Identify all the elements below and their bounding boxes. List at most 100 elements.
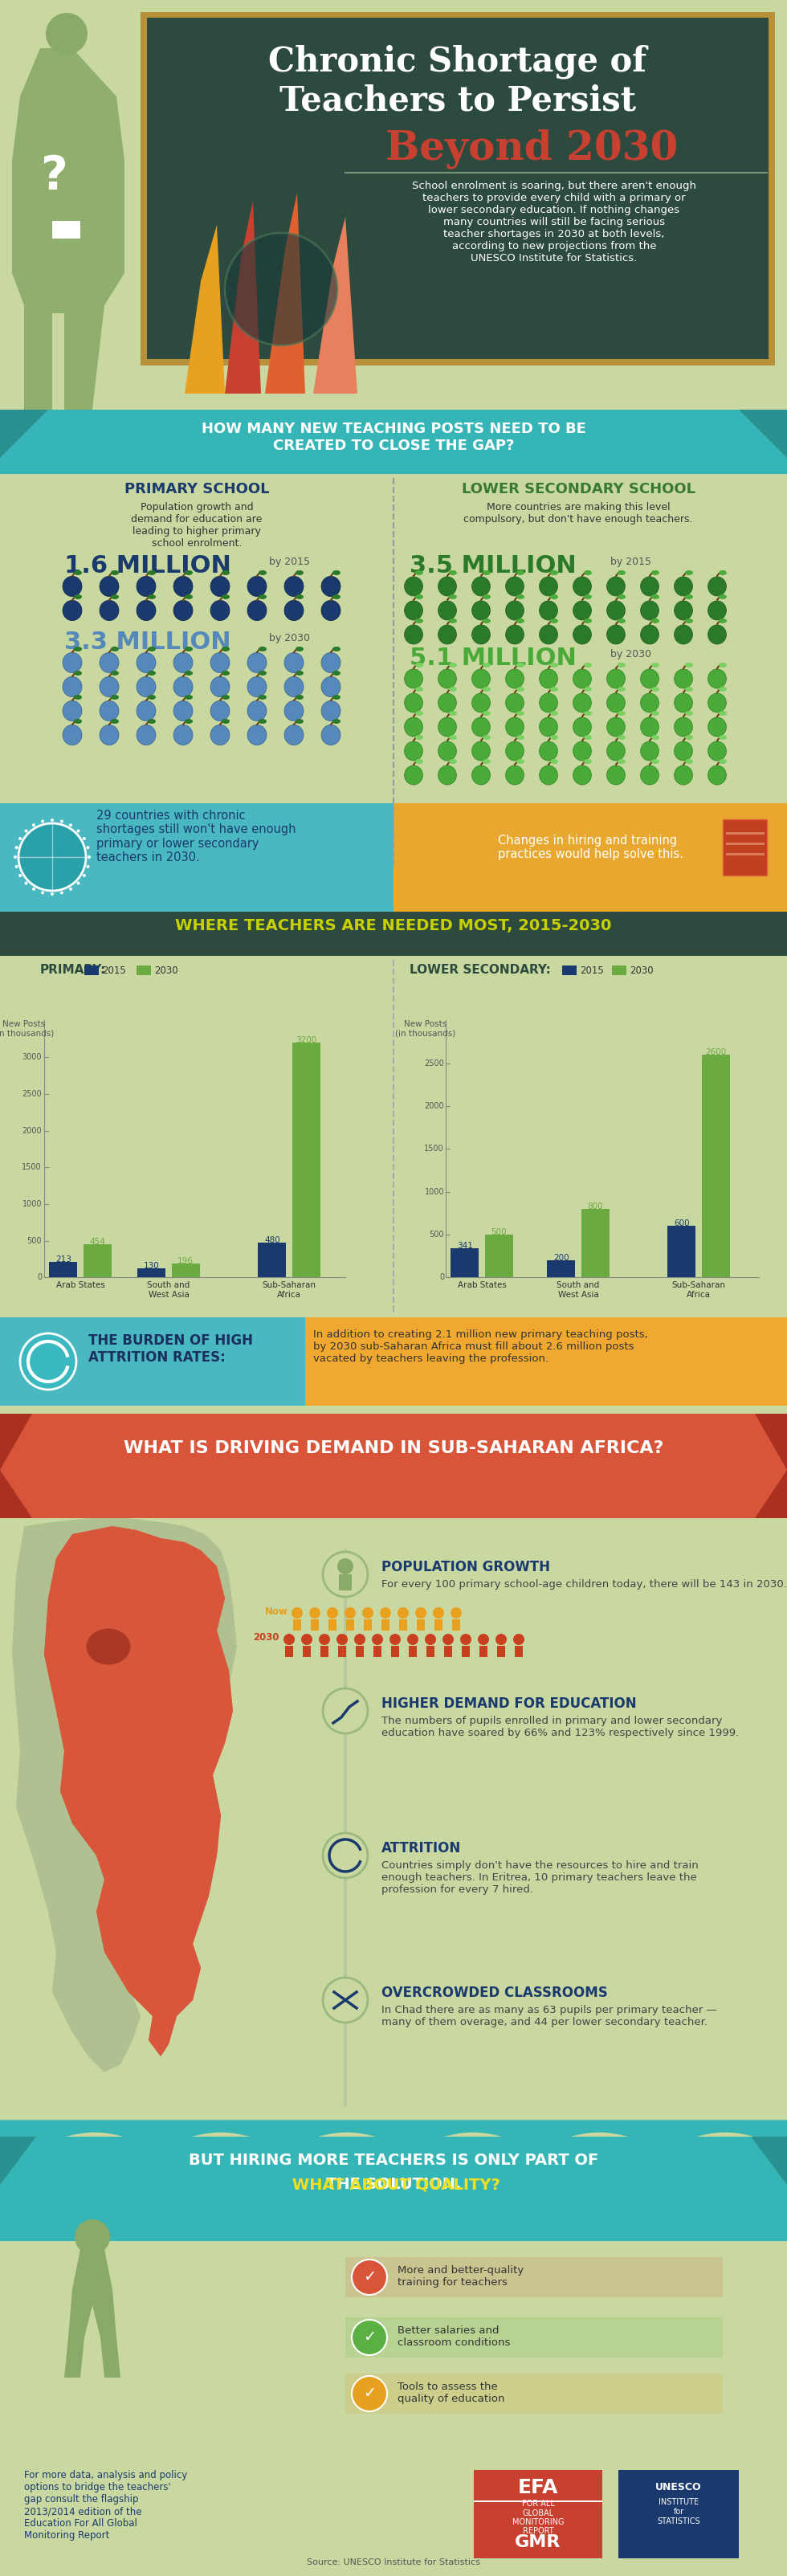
Circle shape — [390, 1633, 401, 1646]
Text: South and
West Asia: South and West Asia — [147, 1280, 190, 1298]
Ellipse shape — [685, 760, 693, 765]
Text: 196: 196 — [178, 1257, 194, 1265]
Ellipse shape — [416, 662, 423, 667]
Circle shape — [371, 1633, 383, 1646]
Text: HIGHER DEMAND FOR EDUCATION: HIGHER DEMAND FOR EDUCATION — [382, 1698, 637, 1710]
Ellipse shape — [685, 711, 693, 716]
Ellipse shape — [539, 693, 558, 714]
Ellipse shape — [641, 742, 659, 760]
Bar — [515, 1646, 523, 1656]
Ellipse shape — [505, 742, 524, 760]
Circle shape — [319, 1633, 330, 1646]
Bar — [497, 1646, 505, 1656]
Text: by 2015: by 2015 — [269, 556, 310, 567]
Ellipse shape — [284, 724, 304, 744]
Text: REPORT: REPORT — [523, 2527, 553, 2535]
Circle shape — [460, 1633, 471, 1646]
Bar — [0, 956, 787, 1301]
Ellipse shape — [259, 569, 267, 574]
Bar — [320, 1646, 328, 1656]
Bar — [293, 1620, 301, 1631]
Bar — [0, 2458, 787, 2576]
Ellipse shape — [247, 652, 267, 672]
Ellipse shape — [74, 569, 82, 574]
Ellipse shape — [674, 742, 693, 760]
Bar — [292, 1043, 320, 1278]
Ellipse shape — [111, 696, 119, 701]
Circle shape — [513, 1633, 524, 1646]
Bar — [311, 1620, 319, 1631]
Circle shape — [24, 881, 28, 884]
Text: More countries are making this level
compulsory, but don't have enough teachers.: More countries are making this level com… — [464, 502, 693, 526]
Ellipse shape — [100, 600, 119, 621]
Text: 200: 200 — [553, 1255, 569, 1262]
Ellipse shape — [573, 600, 591, 621]
Bar — [338, 1646, 346, 1656]
Bar — [303, 1646, 311, 1656]
Text: 800: 800 — [587, 1203, 603, 1211]
Ellipse shape — [222, 719, 230, 724]
Ellipse shape — [719, 760, 726, 765]
Bar — [427, 1646, 434, 1656]
Text: Sub-Saharan
Africa: Sub-Saharan Africa — [262, 1280, 316, 1298]
Text: 600: 600 — [674, 1218, 689, 1226]
Bar — [305, 1316, 787, 1406]
Ellipse shape — [416, 569, 423, 574]
Text: For every 100 primary school-age children today, there will be 143 in 2030.: For every 100 primary school-age childre… — [382, 1579, 787, 1589]
Polygon shape — [44, 1525, 233, 2056]
Circle shape — [69, 889, 72, 891]
Bar — [356, 1646, 364, 1656]
Ellipse shape — [332, 569, 341, 574]
Text: School enrolment is soaring, but there aren't enough
teachers to provide every c: School enrolment is soaring, but there a… — [412, 180, 696, 263]
Ellipse shape — [472, 765, 490, 786]
Circle shape — [496, 1633, 507, 1646]
Text: 2015: 2015 — [102, 966, 126, 976]
Text: MONITORING: MONITORING — [512, 2519, 564, 2527]
Ellipse shape — [416, 734, 423, 739]
Polygon shape — [265, 193, 305, 394]
Ellipse shape — [247, 577, 267, 598]
Ellipse shape — [405, 670, 423, 688]
Ellipse shape — [148, 569, 156, 574]
Circle shape — [83, 837, 86, 840]
Circle shape — [41, 891, 44, 894]
Circle shape — [291, 1607, 303, 1618]
Text: 341: 341 — [457, 1242, 473, 1249]
Text: 1000: 1000 — [424, 1188, 444, 1195]
Bar — [394, 804, 787, 912]
Circle shape — [60, 891, 64, 894]
Text: OVERCROWDED CLASSROOMS: OVERCROWDED CLASSROOMS — [382, 1986, 608, 1999]
Ellipse shape — [63, 577, 82, 598]
Ellipse shape — [652, 569, 660, 574]
Ellipse shape — [641, 626, 659, 644]
Ellipse shape — [173, 677, 193, 698]
Ellipse shape — [505, 716, 524, 737]
Text: by 2030: by 2030 — [269, 634, 310, 644]
Ellipse shape — [482, 711, 490, 716]
Ellipse shape — [708, 716, 726, 737]
Polygon shape — [12, 49, 124, 410]
Ellipse shape — [438, 765, 456, 786]
Polygon shape — [12, 1517, 237, 2071]
Text: 29 countries with chronic
shortages still won't have enough
primary or lower sec: 29 countries with chronic shortages stil… — [96, 809, 296, 863]
Ellipse shape — [618, 711, 626, 716]
Ellipse shape — [652, 595, 660, 600]
Circle shape — [15, 845, 18, 850]
Bar — [391, 1646, 399, 1656]
Ellipse shape — [652, 734, 660, 739]
Ellipse shape — [222, 647, 230, 652]
Ellipse shape — [416, 595, 423, 600]
Ellipse shape — [210, 724, 230, 744]
Bar — [399, 1620, 407, 1631]
Circle shape — [323, 1687, 368, 1734]
Text: PRIMARY SCHOOL: PRIMARY SCHOOL — [124, 482, 269, 497]
Ellipse shape — [148, 696, 156, 701]
Ellipse shape — [674, 577, 693, 595]
Circle shape — [24, 829, 28, 832]
Circle shape — [425, 1633, 436, 1646]
Ellipse shape — [321, 677, 341, 698]
Circle shape — [19, 873, 22, 878]
Ellipse shape — [505, 577, 524, 595]
Bar — [0, 410, 787, 474]
Circle shape — [352, 2375, 387, 2411]
